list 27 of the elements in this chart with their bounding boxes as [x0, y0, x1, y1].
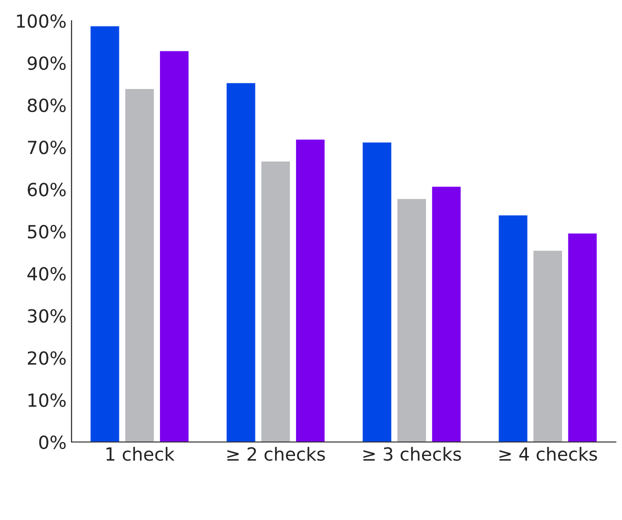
y-tick-label: 60% — [28, 182, 66, 196]
y-tick-label: 0% — [39, 435, 66, 450]
x-tick-label: ≥ 3 checks — [363, 446, 461, 461]
y-tick-label: 100% — [17, 14, 66, 28]
bar — [362, 142, 392, 442]
bar — [125, 89, 154, 442]
bar — [533, 250, 562, 442]
y-tick-label: 40% — [27, 266, 66, 281]
bar — [397, 198, 426, 442]
bar — [432, 186, 461, 442]
x-tick-label: ≥ 2 checks — [227, 446, 325, 461]
y-tick-label: 30% — [28, 309, 66, 323]
bar — [160, 51, 189, 442]
y-tick-label: 70% — [28, 140, 66, 154]
x-tick-label: 1 check — [106, 446, 175, 461]
bar — [226, 83, 256, 442]
y-tick-label: 80% — [28, 98, 66, 112]
x-tick-label: ≥ 4 checks — [499, 446, 598, 461]
y-tick-label: 20% — [28, 351, 66, 365]
y-tick-label: 10% — [28, 393, 66, 407]
bar — [296, 140, 325, 442]
bar — [498, 215, 528, 442]
y-tick-label: 90% — [28, 56, 66, 70]
bar — [568, 234, 597, 442]
y-tick-label: 50% — [28, 224, 66, 239]
bar — [261, 161, 290, 442]
bar — [90, 26, 120, 442]
